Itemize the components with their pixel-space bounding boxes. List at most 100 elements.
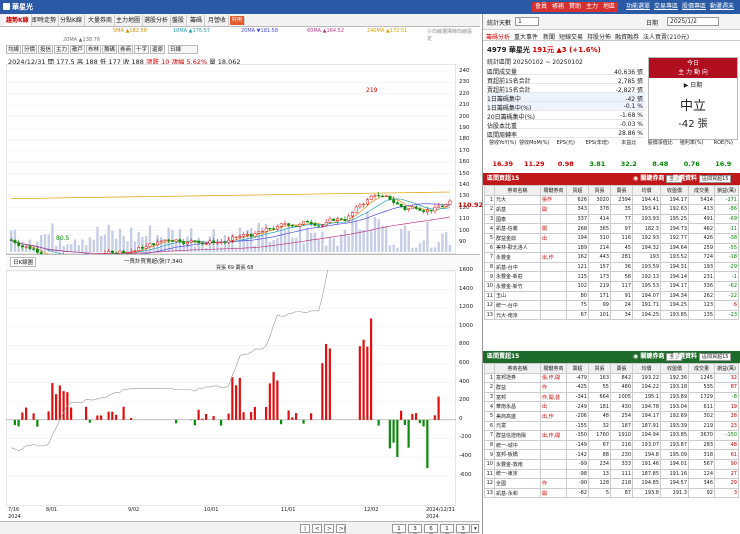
tool-bollinger[interactable]: 布林 — [86, 45, 102, 54]
tool-ma[interactable]: 均線 — [6, 45, 22, 54]
table-row[interactable]: 10 永豐金-敦南 -99 234 333 191.46 194.01 567 90 — [484, 458, 739, 470]
table-row[interactable]: 13 元大-南京 67 101 34 194.25 193.85 135 -23 — [484, 309, 739, 321]
tab-board[interactable]: 盤股 — [170, 15, 188, 26]
today-date-button[interactable]: ▶ 日期 — [683, 82, 703, 89]
volume-bar — [205, 247, 208, 252]
tab-stock-analysis[interactable]: 選股分析 — [142, 15, 172, 26]
interval-select[interactable]: 日線 — [168, 45, 198, 54]
table-row[interactable]: 4 華南永昌出 -249 181 430 194.78 193.04 611 19 — [484, 401, 739, 412]
tab-mainforce-map[interactable]: 主力地圖 — [114, 15, 144, 26]
buy-filter-select[interactable]: 區間買超15 — [699, 175, 732, 183]
flow-bar — [235, 385, 238, 420]
subtab-news[interactable]: 新聞 — [543, 34, 556, 41]
table-row[interactable]: 8 統一-城中 -149 67 216 193.07 193.87 283 48 — [484, 439, 739, 451]
mainforce-button[interactable]: 主力 — [583, 2, 602, 12]
indicator-select[interactable]: 日K線圖 — [10, 257, 37, 267]
subtab-holding[interactable]: 持股分佈 — [587, 34, 612, 41]
range-more-button[interactable]: ▾ — [471, 524, 479, 533]
tool-retail[interactable]: 散戶 — [70, 45, 86, 54]
tab-branch-k[interactable]: 分點K線 — [58, 15, 85, 26]
table-row[interactable]: 13 凱基-永和開 -82 5 87 193.8 191.3 92 3 — [484, 487, 739, 499]
date-tick: 11/01 — [281, 507, 296, 513]
table-row[interactable]: 2 凱基開 343 378 35 193.41 192.63 413 -86 — [484, 204, 739, 215]
trade-zone-link[interactable]: 交易專區 — [654, 3, 679, 10]
indicator-title: 一買計買賣超(張)7,340 — [124, 259, 183, 265]
subtab-short-trade[interactable]: 短線交易 — [559, 34, 584, 41]
tool-broker[interactable]: 券商 — [118, 45, 134, 54]
tool-mainforce[interactable]: 主力 — [54, 45, 70, 54]
region-button[interactable]: 地區 — [600, 2, 619, 12]
flow-bar — [265, 406, 268, 420]
tab-useful[interactable]: 好用 — [230, 16, 246, 25]
table-cell: -149 — [566, 439, 589, 451]
table-row[interactable]: 6 元富 -155 32 187 187.91 193.39 219 23 — [484, 420, 739, 432]
tool-price-dist[interactable]: 分價 — [22, 45, 38, 54]
range-1m-button[interactable]: 1月 — [392, 524, 406, 533]
table-row[interactable]: 5 群益金鼎出 194 310 116 192.93 192.77 426 -38 — [484, 232, 739, 244]
subtab-margin[interactable]: 融資融券 — [615, 34, 640, 41]
nav-prev-button[interactable]: < — [312, 524, 322, 533]
period-select[interactable]: 1 — [515, 17, 539, 26]
range-3m-button[interactable]: 3月 — [408, 524, 422, 533]
table-cell: 出,作,開 — [540, 430, 567, 441]
table-row[interactable]: 1 元大 張作 626 3020 2394 194.41 194.17 5414 -271 — [484, 194, 739, 206]
sell-rank-select[interactable]: 全部 — [666, 353, 683, 361]
broker-flow-chart[interactable] — [6, 270, 456, 506]
tab-chips[interactable]: 籌碼 — [188, 15, 206, 26]
function-menu-link[interactable]: 功能選單 — [626, 3, 651, 10]
nav-first-button[interactable]: |< — [300, 524, 310, 533]
price-chart[interactable]: 219 80.5 — [6, 64, 456, 254]
flow-bar — [238, 377, 241, 420]
price-zone-link[interactable]: 股價專區 — [682, 3, 707, 10]
table-row[interactable]: 6 美林-歡北洛人 189 214 45 194.32 194.64 259 -55 — [484, 242, 739, 254]
volume-bar — [107, 224, 110, 252]
table-row[interactable]: 8 凱基-台中 121 157 36 193.59 194.31 193 -29 — [484, 261, 739, 273]
table-row[interactable]: 5 美商高盛 出,作 -206 48 254 194.17 192.69 302 28 — [484, 410, 739, 422]
table-row[interactable]: 12 統一-台中 75 99 24 191.71 194.25 123 6 — [484, 300, 739, 311]
table-row[interactable]: 2 群益作 -425 55 480 194.22 193.18 535 87 — [484, 382, 739, 393]
table-row[interactable]: 11 玉山 80 171 91 194.07 194.34 262 -22 — [484, 290, 739, 302]
member-button[interactable]: 會員 — [532, 2, 551, 12]
table-row[interactable]: 7 永豐金 出,作 162 443 281 193 193.52 724 -18 — [484, 252, 739, 263]
sell-filter-select[interactable]: 區間買超15 — [699, 353, 732, 361]
nav-last-button[interactable]: >| — [336, 524, 346, 533]
date-input[interactable]: 2025/1/2 — [667, 17, 719, 26]
subtab-events[interactable]: 重大事件 — [514, 34, 539, 41]
tool-crosshair[interactable]: 十字 — [134, 45, 150, 54]
nav-next-button[interactable]: > — [324, 524, 334, 533]
table-row[interactable]: 1 富邦證券 張,作,開 -479 163 842 193.22 192.36 1245 32 — [484, 372, 739, 384]
table-cell: 123 — [688, 300, 715, 311]
table-row[interactable]: 9 富邦-板橋 -142 88 230 194.8 195.09 318 61 — [484, 449, 739, 460]
table-row[interactable]: 3 富邦 作,開,發 -341 664 1005 195.1 193.89 1729 -8 — [484, 391, 739, 403]
tab-trend-k[interactable]: 趨勢K線 — [4, 15, 32, 26]
candle-body — [9, 239, 13, 241]
sponsor-button[interactable]: 贊助 — [566, 2, 585, 12]
range-3y-button[interactable]: 3年 — [456, 524, 470, 533]
tool-trust[interactable]: 投信 — [38, 45, 54, 54]
tab-realtime[interactable]: 即時走勢 — [30, 15, 60, 26]
tab-monthly-revenue[interactable]: 月營收 — [206, 15, 230, 26]
table-row[interactable]: 9 永豐金-新莊 115 173 58 192.13 194.14 231 -1 — [484, 271, 739, 282]
ma-setting-note[interactable]: ⓪均線選擇時均線設定 — [427, 29, 473, 42]
stat-value: -0.03 % — [619, 121, 643, 128]
table-row[interactable]: 10 永豐金-新竹 102 219 117 195.53 194.17 336 -62 — [484, 280, 739, 292]
tool-chips[interactable]: 籌碼 — [102, 45, 118, 54]
table-row[interactable]: 11 統一-東京 -98 13 111 187.85 191.16 124 27 — [484, 468, 739, 480]
table-row[interactable]: 7 群益信證南陽 出,作,開 -150 1760 1910 194.94 193.85 3670… — [484, 430, 739, 441]
tool-restore[interactable]: 還原 — [150, 45, 166, 54]
table-cell: 182.3 — [632, 223, 661, 234]
subtab-institutional[interactable]: 法人買賣(210元) — [643, 34, 690, 41]
table-row[interactable]: 12 全國作 -90 128 218 194.85 194.57 346 29 — [484, 478, 739, 489]
table-row[interactable]: 3 國泰 337 414 77 193.93 195.25 491 -69 — [484, 213, 739, 225]
flow-bar — [85, 406, 88, 420]
weekend-link[interactable]: 動盪週末 — [710, 3, 735, 10]
account-button[interactable]: 帳務 — [549, 2, 568, 12]
candle-body — [111, 250, 114, 254]
subtab-chips[interactable]: 籌碼分析 — [486, 34, 511, 41]
price-tick: 140 — [459, 182, 470, 188]
range-6m-button[interactable]: 6月 — [424, 524, 438, 533]
tab-big-broker[interactable]: 大量券商 — [86, 15, 116, 26]
buy-rank-select[interactable]: 全部 — [666, 175, 683, 183]
table-row[interactable]: 4 凱基-信義開 268 365 97 182.3 194.73 462 -11 — [484, 223, 739, 234]
range-1y-button[interactable]: 1年 — [440, 524, 454, 533]
